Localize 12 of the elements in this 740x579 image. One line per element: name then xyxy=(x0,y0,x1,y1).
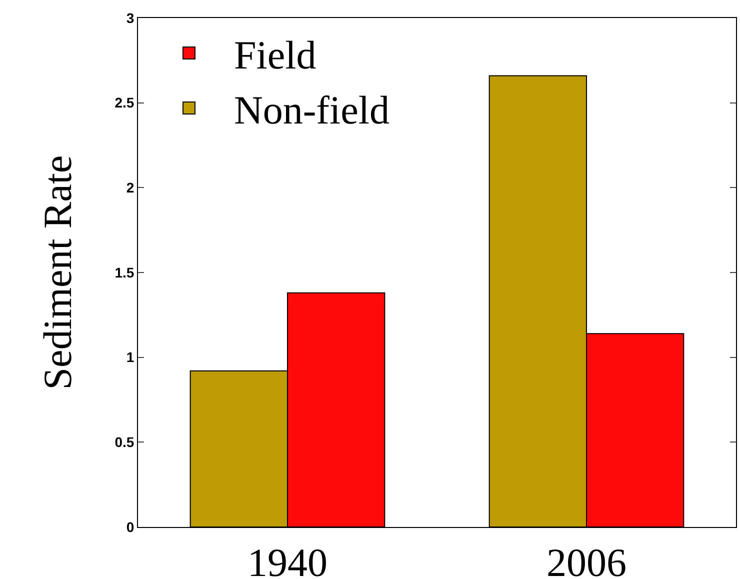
y-tick-label: 2.5 xyxy=(114,94,134,111)
y-axis-title: Sediment Rate xyxy=(35,155,80,390)
y-tick-label: 1 xyxy=(126,349,134,366)
y-tick-label: 0 xyxy=(126,518,134,535)
y-tick-label: 0.5 xyxy=(114,434,134,450)
x-tick-label: 2006 xyxy=(546,540,626,579)
x-tick-label: 1940 xyxy=(248,540,328,579)
legend-label: Non-field xyxy=(234,88,390,133)
y-tick-label: 3 xyxy=(126,10,134,26)
y-tick-label: 1.5 xyxy=(114,264,134,280)
legend-label: Field xyxy=(234,32,316,78)
y-tick-label: 2 xyxy=(126,180,134,196)
